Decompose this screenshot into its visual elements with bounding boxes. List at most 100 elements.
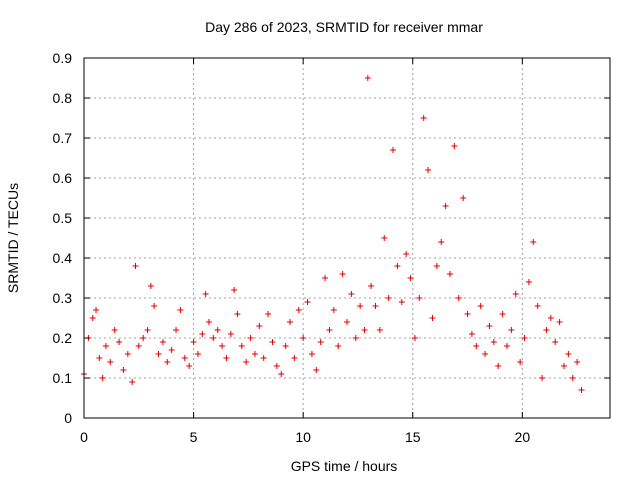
data-point-marker: [543, 327, 550, 333]
data-point-marker: [317, 339, 324, 345]
data-point-marker: [304, 299, 311, 305]
data-point-marker: [243, 359, 250, 365]
data-point-marker: [468, 331, 475, 337]
data-point-marker: [129, 379, 136, 385]
data-points: [81, 75, 585, 393]
data-point-marker: [407, 275, 414, 281]
data-point-marker: [202, 291, 209, 297]
data-point-marker: [560, 363, 567, 369]
grid-layer: [84, 58, 610, 418]
data-point-marker: [116, 339, 123, 345]
data-point-marker: [438, 239, 445, 245]
y-tick-label: 0.9: [53, 50, 73, 66]
data-point-marker: [89, 315, 96, 321]
data-point-marker: [433, 263, 440, 269]
data-point-marker: [330, 307, 337, 313]
data-point-marker: [120, 367, 127, 373]
data-point-marker: [96, 355, 103, 361]
x-tick-label: 10: [295, 429, 311, 445]
data-point-marker: [265, 311, 272, 317]
data-point-marker: [168, 347, 175, 353]
data-point-marker: [495, 363, 502, 369]
data-point-marker: [364, 75, 371, 81]
data-point-marker: [205, 319, 212, 325]
chart-title: Day 286 of 2023, SRMTID for receiver mma…: [205, 19, 483, 35]
data-point-marker: [124, 351, 131, 357]
data-point-marker: [565, 351, 572, 357]
data-point-marker: [348, 291, 355, 297]
data-point-marker: [147, 283, 154, 289]
data-point-marker: [486, 323, 493, 329]
data-point-marker: [490, 339, 497, 345]
data-point-marker: [223, 355, 230, 361]
data-point-marker: [282, 343, 289, 349]
data-point-marker: [326, 327, 333, 333]
data-point-marker: [194, 351, 201, 357]
data-point-marker: [534, 303, 541, 309]
data-point-marker: [416, 295, 423, 301]
data-point-marker: [308, 351, 315, 357]
data-point-marker: [291, 355, 298, 361]
x-tick-label: 15: [405, 429, 421, 445]
data-point-marker: [499, 311, 506, 317]
data-point-marker: [547, 315, 554, 321]
data-point-marker: [186, 363, 193, 369]
data-point-marker: [508, 327, 515, 333]
data-point-marker: [144, 327, 151, 333]
data-point-marker: [227, 331, 234, 337]
data-point-marker: [473, 343, 480, 349]
data-point-marker: [199, 331, 206, 337]
y-tick-label: 0.1: [53, 370, 73, 386]
data-point-marker: [517, 359, 524, 365]
y-tick-label: 0.6: [53, 170, 73, 186]
data-point-marker: [503, 343, 510, 349]
data-point-marker: [455, 295, 462, 301]
data-point-marker: [99, 375, 106, 381]
data-point-marker: [385, 295, 392, 301]
data-point-marker: [539, 375, 546, 381]
data-point-marker: [234, 311, 241, 317]
data-point-marker: [231, 287, 238, 293]
data-point-marker: [93, 307, 100, 313]
data-point-marker: [210, 335, 217, 341]
data-point-marker: [164, 359, 171, 365]
x-axis-label: GPS time / hours: [291, 458, 398, 474]
data-point-marker: [247, 335, 254, 341]
data-point-marker: [420, 115, 427, 121]
data-point-marker: [394, 263, 401, 269]
data-point-marker: [464, 311, 471, 317]
data-point-marker: [361, 327, 368, 333]
y-tick-label: 0.3: [53, 290, 73, 306]
data-point-marker: [135, 343, 142, 349]
data-point-marker: [447, 271, 454, 277]
y-axis-label: SRMTID / TECUs: [5, 183, 21, 293]
data-point-marker: [574, 359, 581, 365]
data-point-marker: [578, 387, 585, 393]
data-point-marker: [322, 275, 329, 281]
data-point-marker: [140, 335, 147, 341]
data-point-marker: [482, 351, 489, 357]
data-point-marker: [352, 335, 359, 341]
data-point-marker: [381, 235, 388, 241]
data-point-marker: [525, 279, 532, 285]
data-point-marker: [173, 327, 180, 333]
data-point-marker: [300, 335, 307, 341]
data-point-marker: [372, 303, 379, 309]
data-point-marker: [403, 251, 410, 257]
x-tick-labels: 0 5 10 15 20: [80, 429, 530, 445]
y-tick-labels: 0 0.1 0.2 0.3 0.4 0.5 0.6 0.7 0.8 0.9: [53, 50, 73, 426]
data-point-marker: [335, 343, 342, 349]
data-point-marker: [260, 355, 267, 361]
data-point-marker: [512, 291, 519, 297]
data-point-marker: [256, 323, 263, 329]
data-point-marker: [556, 319, 563, 325]
x-tick-label: 20: [515, 429, 531, 445]
data-point-marker: [132, 263, 139, 269]
data-point-marker: [339, 271, 346, 277]
data-point-marker: [451, 143, 458, 149]
data-point-marker: [238, 343, 245, 349]
data-point-marker: [530, 239, 537, 245]
data-point-marker: [552, 339, 559, 345]
y-tick-label: 0.4: [53, 250, 73, 266]
